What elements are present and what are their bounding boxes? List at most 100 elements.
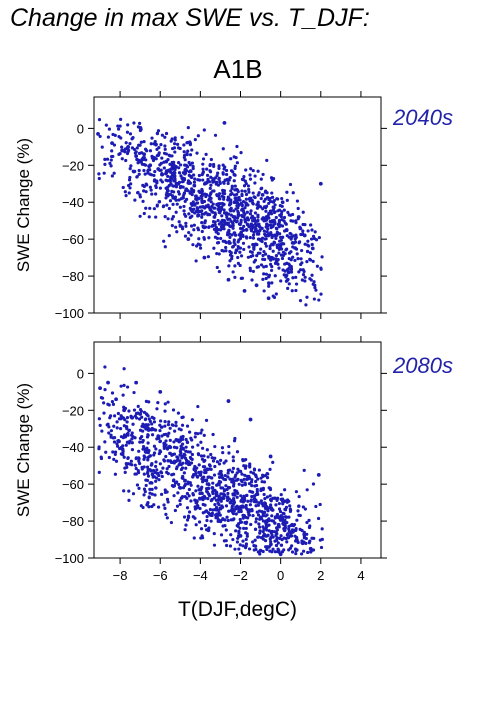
scatter-point-1-1282 bbox=[113, 452, 117, 457]
scatter-point-0-1002 bbox=[266, 214, 270, 218]
scatter-point-1-1070 bbox=[205, 518, 209, 523]
scatter-point-0-381 bbox=[217, 222, 221, 226]
scatter-point-1-919 bbox=[290, 534, 294, 538]
scatter-point-1-1133 bbox=[130, 437, 134, 441]
scatter-point-1-599 bbox=[197, 520, 202, 524]
scatter-point-0-1116 bbox=[266, 227, 270, 231]
scatter-point-0-430 bbox=[245, 222, 249, 226]
scatter-point-0-121 bbox=[232, 179, 236, 183]
scatter-point-0-819 bbox=[143, 172, 147, 176]
scatter-point-0-658 bbox=[238, 222, 242, 227]
scatter-point-0-821 bbox=[291, 255, 295, 259]
scatter-point-0-1141 bbox=[152, 173, 156, 178]
scatter-point-1-669 bbox=[112, 440, 117, 444]
scatter-point-0-1086 bbox=[275, 233, 279, 237]
scatter-point-0-511 bbox=[176, 146, 181, 150]
scatter-point-1-1286 bbox=[216, 513, 221, 517]
scatter-point-0-618 bbox=[120, 145, 124, 149]
scatter-point-0-895 bbox=[211, 220, 216, 224]
scatter-point-0-445 bbox=[274, 253, 279, 258]
scatter-point-1-1117 bbox=[311, 482, 316, 486]
scatter-point-0-1100 bbox=[271, 176, 276, 181]
scatter-point-0-1016 bbox=[262, 289, 266, 293]
scatter-point-1-1250 bbox=[170, 423, 174, 427]
scatter-point-0-807 bbox=[201, 171, 205, 175]
scatter-point-0-367 bbox=[211, 202, 215, 206]
data-point-0-51 bbox=[266, 296, 271, 301]
scatter-point-1-137 bbox=[142, 493, 146, 497]
scatter-point-1-156 bbox=[163, 506, 167, 510]
scatter-point-0-745 bbox=[163, 215, 167, 219]
scatter-point-0-627 bbox=[209, 200, 213, 204]
scatter-point-1-1026 bbox=[133, 414, 137, 418]
scatter-point-0-867 bbox=[196, 196, 201, 200]
scatter-point-1-1225 bbox=[291, 524, 296, 528]
scatter-point-0-579 bbox=[264, 209, 268, 213]
scatter-point-1-359 bbox=[158, 439, 163, 443]
scatter-point-1-22 bbox=[173, 508, 177, 513]
scatter-point-0-1080 bbox=[217, 269, 221, 274]
scatter-point-0-925 bbox=[227, 178, 231, 182]
scatter-point-1-1120 bbox=[241, 544, 245, 548]
scatter-point-0-1240 bbox=[272, 210, 277, 215]
scatter-point-1-1224 bbox=[130, 431, 134, 435]
scatter-point-1-1197 bbox=[238, 505, 243, 509]
scatter-point-1-510 bbox=[157, 436, 161, 440]
scatter-point-0-1202 bbox=[137, 143, 141, 147]
scatter-point-1-1017 bbox=[114, 450, 118, 454]
scatter-point-1-346 bbox=[245, 493, 249, 497]
scatter-point-1-645 bbox=[156, 505, 161, 509]
scatter-point-0-365 bbox=[178, 223, 182, 227]
scatter-point-0-1142 bbox=[190, 148, 194, 152]
scatter-point-1-833 bbox=[297, 494, 301, 499]
scatter-point-1-722 bbox=[190, 452, 195, 457]
scatter-point-1-1280 bbox=[162, 458, 166, 462]
scatter-point-0-1232 bbox=[161, 205, 165, 209]
scatter-point-1-719 bbox=[253, 484, 257, 488]
scatter-point-0-1137 bbox=[256, 169, 260, 173]
scatter-point-0-499 bbox=[107, 127, 111, 131]
scatter-point-1-694 bbox=[163, 420, 167, 424]
data-point-0-52 bbox=[286, 270, 291, 275]
scatter-point-0-239 bbox=[319, 292, 323, 296]
scatter-point-1-1251 bbox=[265, 534, 269, 538]
scatter-point-0-1052 bbox=[158, 186, 162, 190]
scatter-point-1-1032 bbox=[107, 431, 111, 435]
scatter-point-0-915 bbox=[265, 222, 269, 226]
scatter-point-0-192 bbox=[112, 171, 116, 175]
scatter-point-0-569 bbox=[293, 258, 297, 263]
scatter-point-1-1093 bbox=[300, 541, 304, 545]
scatter-point-1-1218 bbox=[214, 505, 219, 510]
scatter-point-0-526 bbox=[221, 202, 225, 206]
scatter-point-0-1158 bbox=[226, 233, 230, 237]
scatter-point-0-1269 bbox=[224, 249, 228, 253]
scatter-point-0-1252 bbox=[157, 152, 161, 156]
scatter-point-0-684 bbox=[180, 227, 185, 231]
scatter-point-1-470 bbox=[153, 428, 158, 432]
scatter-point-1-360 bbox=[104, 450, 108, 454]
data-point-0-46 bbox=[318, 181, 323, 186]
scatter-point-1-874 bbox=[261, 488, 265, 492]
scatter-point-0-549 bbox=[197, 173, 201, 178]
scatter-point-1-69 bbox=[268, 494, 272, 498]
scatter-point-1-259 bbox=[261, 530, 265, 534]
scatter-point-1-785 bbox=[285, 540, 289, 544]
scatter-point-1-578 bbox=[219, 492, 223, 496]
scatter-point-1-567 bbox=[216, 501, 220, 505]
scatter-point-0-870 bbox=[186, 126, 190, 130]
scatter-point-0-1255 bbox=[194, 259, 198, 263]
scatter-point-1-978 bbox=[227, 509, 231, 513]
scatter-point-0-639 bbox=[142, 189, 146, 193]
scatter-point-1-380 bbox=[165, 490, 169, 494]
y-tick-label-1-4: −80 bbox=[62, 514, 84, 529]
scatter-point-0-1260 bbox=[150, 192, 154, 196]
scatter-point-1-811 bbox=[165, 467, 169, 471]
scatter-point-1-806 bbox=[143, 417, 148, 422]
scatter-point-1-618 bbox=[145, 465, 150, 469]
scatter-point-0-610 bbox=[301, 268, 305, 272]
scatter-point-0-52 bbox=[236, 261, 240, 265]
scatter-point-0-472 bbox=[181, 196, 185, 200]
scatter-point-1-1269 bbox=[97, 470, 101, 475]
scatter-point-0-986 bbox=[132, 121, 136, 125]
scatter-point-0-920 bbox=[192, 184, 197, 188]
